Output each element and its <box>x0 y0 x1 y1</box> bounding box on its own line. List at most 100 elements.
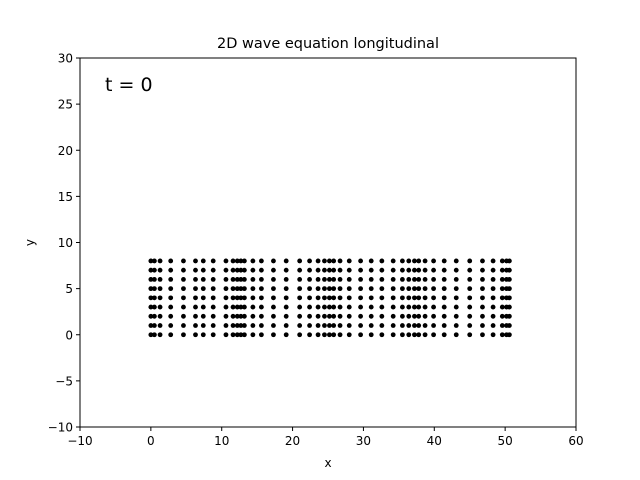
data-point <box>181 304 186 310</box>
data-point <box>322 323 327 328</box>
axis-ticks: −10 0 10 20 30 40 50 60 −10 −5 0 5 10 15 20 25 30 <box>48 52 584 449</box>
data-point <box>223 304 229 310</box>
data-point <box>379 323 385 328</box>
data-point <box>467 323 473 328</box>
data-point <box>258 258 264 264</box>
data-point <box>283 258 289 264</box>
data-point <box>148 313 154 319</box>
data-point <box>422 323 428 328</box>
data-point <box>327 323 332 328</box>
data-point <box>499 286 505 292</box>
data-point <box>358 295 363 301</box>
data-point <box>346 286 352 292</box>
data-point <box>368 304 374 310</box>
data-point <box>234 323 240 328</box>
x-tick-label: 20 <box>285 434 300 448</box>
data-point <box>416 332 422 338</box>
data-point <box>307 332 312 338</box>
data-point <box>181 277 186 282</box>
data-point <box>441 295 447 301</box>
data-point <box>506 323 512 328</box>
data-point <box>271 313 276 319</box>
data-point <box>390 304 396 310</box>
data-point <box>368 258 374 264</box>
data-point <box>422 332 428 338</box>
data-point <box>250 258 256 264</box>
data-point <box>315 258 321 264</box>
data-point <box>250 332 256 338</box>
data-point <box>490 332 496 338</box>
data-point <box>480 267 485 273</box>
data-point <box>406 313 412 319</box>
data-point <box>431 258 436 264</box>
data-point <box>412 295 417 301</box>
data-point <box>379 313 385 319</box>
data-point <box>400 267 405 273</box>
data-point <box>406 332 412 338</box>
data-point <box>506 332 512 338</box>
data-point <box>148 323 154 328</box>
data-point <box>297 258 303 264</box>
data-point <box>238 313 244 319</box>
data-point <box>258 313 264 319</box>
y-tick-label: 20 <box>58 144 73 158</box>
data-point <box>223 258 229 264</box>
data-point <box>297 323 303 328</box>
data-point <box>234 277 240 282</box>
data-point <box>258 286 264 292</box>
data-point <box>412 313 417 319</box>
data-point <box>152 313 157 319</box>
data-point <box>200 277 206 282</box>
data-point <box>406 323 412 328</box>
data-point <box>506 304 512 310</box>
data-point <box>157 295 163 301</box>
data-point <box>315 277 321 282</box>
data-point <box>250 304 256 310</box>
data-point <box>337 267 343 273</box>
data-point <box>506 258 512 264</box>
data-point <box>168 304 174 310</box>
data-point <box>223 313 229 319</box>
data-point <box>453 332 459 338</box>
data-point <box>297 295 303 301</box>
data-point <box>499 332 505 338</box>
data-point <box>480 323 485 328</box>
data-point <box>223 267 229 273</box>
data-point <box>358 332 363 338</box>
y-tick-label: 15 <box>58 190 73 204</box>
data-point <box>258 295 264 301</box>
data-point <box>193 295 198 301</box>
data-point <box>379 332 385 338</box>
data-point <box>307 313 312 319</box>
data-point <box>368 295 374 301</box>
data-point <box>200 267 206 273</box>
data-point <box>331 295 337 301</box>
data-point <box>148 258 154 264</box>
data-point <box>441 286 447 292</box>
data-point <box>390 277 396 282</box>
data-point <box>453 304 459 310</box>
data-point <box>148 267 154 273</box>
data-point <box>368 267 374 273</box>
data-point <box>490 286 496 292</box>
data-point <box>210 295 216 301</box>
data-point <box>467 267 473 273</box>
data-point <box>431 332 436 338</box>
data-point <box>412 332 417 338</box>
data-point <box>223 332 229 338</box>
data-point <box>441 267 447 273</box>
data-point <box>307 267 312 273</box>
data-point <box>250 277 256 282</box>
data-point <box>230 332 236 338</box>
data-point <box>441 304 447 310</box>
data-point <box>412 277 417 282</box>
data-point <box>331 304 337 310</box>
data-point <box>331 286 337 292</box>
data-point <box>210 313 216 319</box>
data-point <box>390 332 396 338</box>
x-tick-label: 50 <box>498 434 513 448</box>
x-tick-label: 30 <box>356 434 371 448</box>
data-point <box>271 295 276 301</box>
data-point <box>238 332 244 338</box>
data-point <box>406 267 412 273</box>
